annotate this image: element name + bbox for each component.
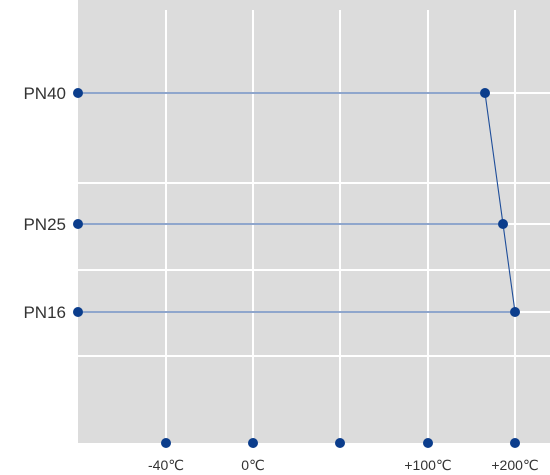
x-tick-label-2: 0℃ (241, 457, 265, 473)
x-tick-label-1: -40℃ (148, 457, 184, 473)
plot-area (78, 0, 550, 443)
x-tick-label-4: +100℃ (404, 457, 451, 473)
y-tick-label-pn16: PN16 (23, 303, 66, 322)
y-axis-labels: PN40 PN25 PN16 (23, 84, 66, 322)
y-axis-marker-pn40 (73, 88, 83, 98)
y-axis-marker-pn25 (73, 219, 83, 229)
x-axis-marker-1 (161, 438, 171, 448)
y-tick-label-pn40: PN40 (23, 84, 66, 103)
x-tick-label-5: +200℃ (491, 457, 538, 473)
data-point-pn40 (480, 88, 490, 98)
x-axis-labels: -40℃ 0℃ +100℃ +200℃ (148, 457, 539, 473)
connector-lines (78, 92, 516, 313)
y-axis-marker-pn16 (73, 307, 83, 317)
y-tick-label-pn25: PN25 (23, 215, 66, 234)
data-points (73, 88, 520, 448)
x-axis-marker-2 (248, 438, 258, 448)
data-point-pn16 (510, 307, 520, 317)
data-point-pn25 (498, 219, 508, 229)
x-axis-marker-4 (423, 438, 433, 448)
x-axis-marker-3 (335, 438, 345, 448)
x-axis-marker-5 (510, 438, 520, 448)
